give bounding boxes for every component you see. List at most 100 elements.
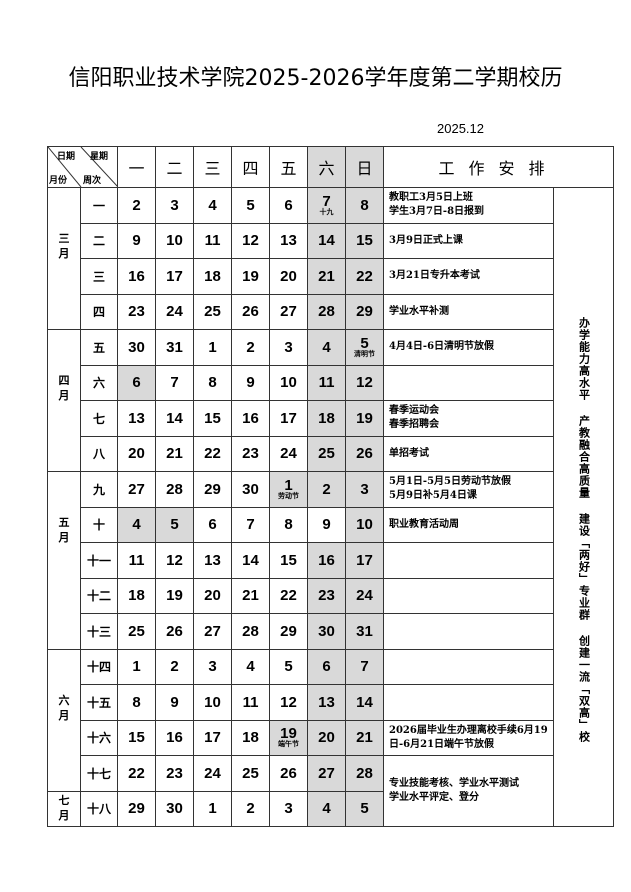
month-label: 六月 [58,694,70,722]
day-number: 10 [280,374,297,392]
day-cell: 8 [269,506,308,543]
work-arrangement-cell: 4月4日-6日清明节放假 [383,329,554,366]
day-cell: 13 [307,684,346,721]
corner-date-label: 日期 [57,151,76,161]
day-number: 25 [204,303,221,321]
week-number: 十 [80,506,118,543]
day-cell: 26 [345,435,384,472]
day-number: 15 [204,409,221,427]
day-cell: 13 [269,222,308,259]
day-cell: 7 [155,364,194,401]
work-arrangement-cell: 学业水平补测 [383,293,554,330]
week-row: 十七 22 23 24 25 26 27 28 专业技能考核、学业水平测试 学业水平评定、登分 [48,755,614,827]
day-number: 3 [284,338,293,356]
day-number: 13 [204,551,221,569]
motto-phrase: 办学能力高水平 [577,317,590,401]
day-number: 3 [208,658,217,676]
day-cell: 13 [193,542,232,579]
work-item: 5月9日补5月4日课 [389,490,477,502]
day-cell: 21 [155,435,194,472]
week-number: 十三 [80,613,118,650]
day-number: 22 [204,445,221,463]
day-number: 14 [318,232,335,250]
week-number: 一 [80,187,118,224]
work-item: 4月4日-6日清明节放假 [389,341,495,353]
day-cell: 25 [117,613,156,650]
day-number: 8 [208,374,217,392]
day-number: 27 [128,480,145,498]
work-item: 职业教育活动周 [389,518,459,530]
day-cell: 22 [269,577,308,614]
day-number: 9 [132,232,141,250]
day-number: 19 [166,587,183,605]
day-number: 4 [246,658,255,676]
day-number: 31 [356,622,373,640]
day-cell: 19 [345,400,384,437]
month-cell: 六月 [47,648,81,792]
day-number: 26 [356,445,373,463]
day-number: 11 [128,551,145,569]
month-label: 五月 [58,517,70,544]
day-number: 29 [128,800,145,818]
work-item: 学业水平评定、登分 [389,792,479,803]
work-arrangement-cell [383,613,554,650]
day-cell: 10 [345,506,384,543]
day-cell: 15 [193,400,232,437]
day-number: 17 [356,551,373,569]
week-row: 六月 十四 1 2 3 4 5 6 7 [47,648,614,792]
day-number: 25 [128,622,145,640]
day-cell: 5 [231,187,270,224]
day-number: 4 [322,338,331,356]
day-number: 11 [242,693,259,711]
work-item: 5月1日-5月5日劳动节放假 [389,476,511,488]
month-cell: 三月 [47,187,81,330]
day-cell: 12 [155,542,194,579]
day-number: 18 [204,267,221,285]
work-item: 学业水平补测 [389,305,449,317]
day-number: 8 [132,693,141,711]
day-number: 12 [356,374,373,392]
week-number: 六 [80,364,118,401]
day-cell: 9 [117,222,156,259]
day-number: 1 [208,800,217,818]
day-cell: 7 [345,648,384,685]
day-cell: 3 [345,471,384,508]
day-number: 16 [166,729,183,747]
header-corner-cell: 日期 星期 月份 周次 [47,146,118,188]
day-number: 21 [318,267,335,285]
week-number: 二 [80,222,118,259]
week-row: 七 13 14 15 16 17 18 19 春季运动会 春季招聘会 [48,400,614,437]
day-number: 1 [208,338,217,356]
day-number: 11 [318,374,335,392]
day-number: 15 [280,551,297,569]
weekday-header-7: 日 [345,146,384,188]
weekday-header-4: 四 [231,146,270,188]
day-number: 23 [166,764,183,782]
week-number: 十五 [80,684,118,721]
month-cell: 四月 [47,329,81,472]
work-arrangement-header: 工作安排 [383,146,614,188]
day-cell: 1 [193,790,232,827]
day-cell: 3 [193,648,232,685]
day-number: 17 [204,729,221,747]
work-arrangement-cell [383,364,554,401]
day-number: 1 [284,476,293,494]
day-number: 5 [360,800,369,818]
day-cell: 31 [345,613,384,650]
day-number: 26 [166,622,183,640]
weekday-header-1: 一 [117,146,156,188]
day-number: 3 [360,480,369,498]
day-cell: 14 [155,400,194,437]
day-cell: 8 [345,187,384,224]
week-row: 十二 18 19 20 21 22 23 24 [48,577,614,614]
day-cell: 5 [269,648,308,685]
issue-date: 2025.12 [437,121,484,136]
day-cell: 27 [193,613,232,650]
day-cell: 7 十九 [307,187,346,224]
day-number: 21 [166,445,183,463]
day-cell: 3 [269,790,308,827]
day-cell: 22 [345,258,384,295]
day-number: 17 [280,409,297,427]
day-number: 2 [132,196,141,214]
day-cell: 26 [155,613,194,650]
